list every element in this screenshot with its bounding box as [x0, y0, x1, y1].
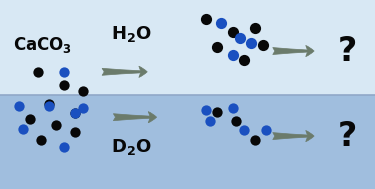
Point — [260, 44, 266, 47]
Point — [252, 138, 258, 141]
Point — [233, 119, 239, 122]
Point — [230, 31, 236, 34]
Point — [61, 146, 67, 149]
Point — [263, 129, 269, 132]
Point — [80, 106, 86, 109]
Point — [248, 42, 254, 45]
Point — [38, 138, 44, 141]
Point — [20, 127, 26, 130]
Point — [241, 129, 247, 132]
Text: ?: ? — [337, 120, 357, 153]
Point — [72, 131, 78, 134]
Point — [16, 104, 22, 107]
Point — [61, 70, 67, 73]
Point — [218, 21, 224, 24]
Bar — [0, 0, 375, 94]
Point — [46, 104, 52, 107]
Text: ?: ? — [337, 35, 357, 67]
Point — [207, 119, 213, 122]
Point — [46, 102, 52, 105]
Text: $\mathbf{H_2O}$: $\mathbf{H_2O}$ — [111, 24, 152, 44]
Point — [72, 112, 78, 115]
Point — [230, 53, 236, 56]
Point — [214, 110, 220, 113]
Point — [203, 108, 209, 111]
Bar — [0, 94, 375, 189]
Point — [237, 36, 243, 39]
Point — [214, 46, 220, 49]
Text: $\mathbf{CaCO_3}$: $\mathbf{CaCO_3}$ — [13, 35, 72, 55]
Point — [203, 17, 209, 20]
Point — [230, 106, 236, 109]
Point — [241, 59, 247, 62]
Point — [34, 70, 40, 73]
Text: $\mathbf{D_2O}$: $\mathbf{D_2O}$ — [111, 137, 152, 157]
Point — [80, 89, 86, 92]
Point — [61, 84, 67, 87]
Point — [252, 27, 258, 30]
Point — [53, 123, 59, 126]
Point — [72, 112, 78, 115]
Point — [27, 118, 33, 121]
